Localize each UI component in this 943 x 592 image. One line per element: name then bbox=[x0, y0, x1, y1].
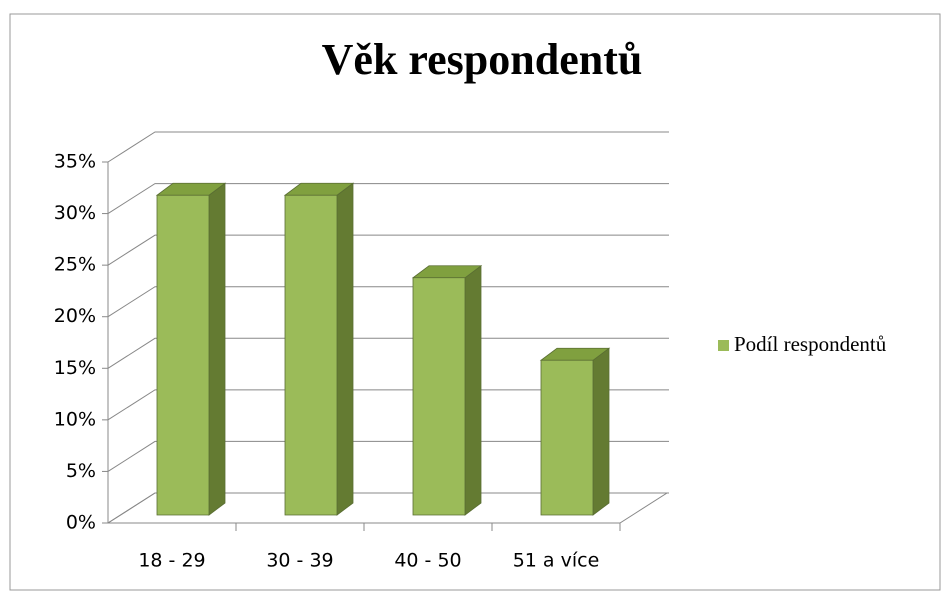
grid-line bbox=[107, 337, 669, 369]
bar-face bbox=[284, 194, 338, 516]
y-tick-label: 25% bbox=[54, 254, 96, 276]
grid-line bbox=[107, 183, 669, 214]
bar-face bbox=[592, 347, 610, 516]
y-tick-label: 35% bbox=[54, 151, 96, 173]
x-tick-label: 51 a více bbox=[513, 550, 600, 572]
bar-face bbox=[540, 359, 594, 516]
y-tick-label: 20% bbox=[54, 305, 96, 327]
bar-face bbox=[156, 194, 210, 516]
bar-face bbox=[464, 264, 482, 516]
y-tick-label: 15% bbox=[54, 357, 96, 379]
y-tick-label: 0% bbox=[66, 512, 96, 534]
y-tick-label: 5% bbox=[66, 460, 96, 482]
x-tick-label: 18 - 29 bbox=[138, 550, 205, 572]
grid-line bbox=[107, 389, 669, 421]
chart-title: Věk respondentů bbox=[322, 35, 643, 84]
y-tick-label: 10% bbox=[54, 408, 96, 430]
bar bbox=[411, 264, 483, 516]
bar-face bbox=[412, 277, 466, 516]
bar bbox=[539, 347, 611, 516]
bar-face bbox=[208, 182, 226, 516]
grid-line bbox=[107, 440, 669, 472]
legend-swatch bbox=[718, 340, 729, 351]
grid-line bbox=[107, 234, 669, 266]
bar bbox=[283, 182, 355, 516]
bar bbox=[155, 182, 227, 516]
y-tick-label: 30% bbox=[54, 202, 96, 224]
bar-face bbox=[336, 182, 354, 516]
grid-line bbox=[107, 286, 669, 318]
legend-label: Podíl respondentů bbox=[734, 332, 887, 356]
grid-line bbox=[107, 492, 669, 524]
grid-line bbox=[107, 131, 669, 163]
x-tick-label: 30 - 39 bbox=[266, 550, 333, 572]
x-tick-label: 40 - 50 bbox=[394, 550, 461, 572]
